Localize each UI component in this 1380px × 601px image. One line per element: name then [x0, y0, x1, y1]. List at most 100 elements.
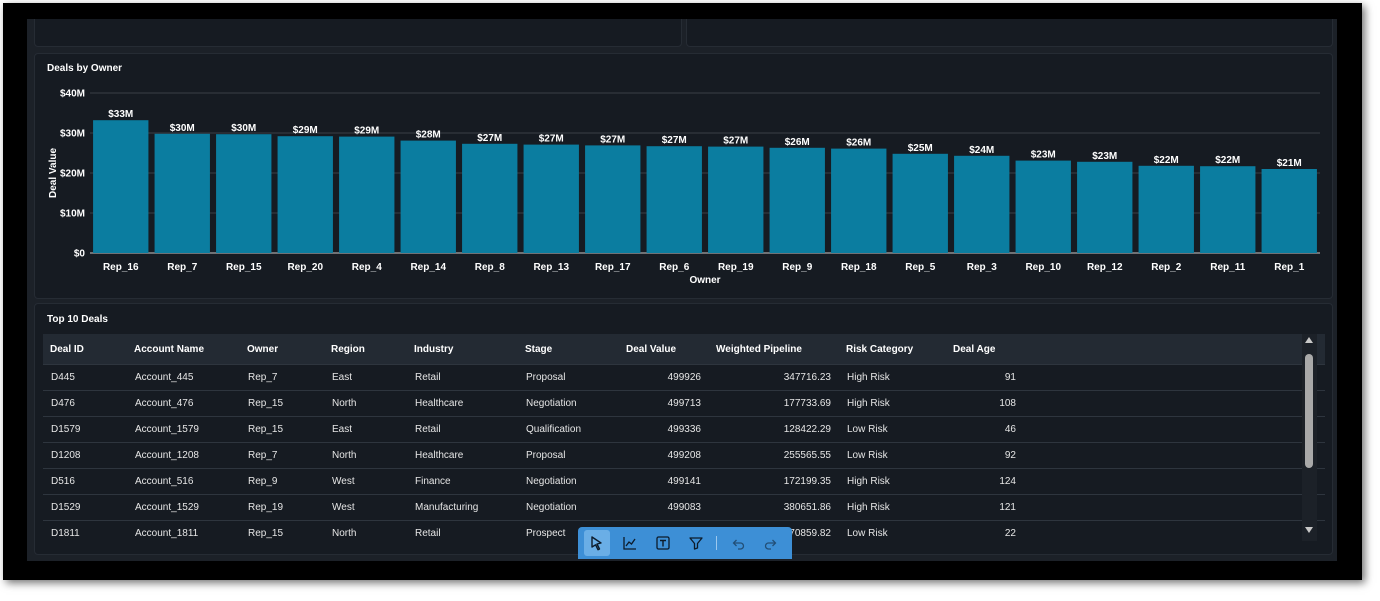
- table-body: D445 Account_445 Rep_7 East Retail Proposal 49…: [43, 364, 1325, 541]
- column-header[interactable]: Weighted Pipeline: [709, 334, 839, 365]
- table-cell: 380651.86: [709, 494, 839, 521]
- scroll-thumb[interactable]: [1305, 354, 1313, 468]
- column-header[interactable]: Deal Value: [619, 334, 709, 365]
- y-tick-label: $40M: [60, 89, 85, 100]
- table-row[interactable]: D476 Account_476 Rep_15 North Healthcare Nego…: [43, 390, 1325, 417]
- column-header[interactable]: Owner: [240, 334, 324, 365]
- table-cell: D1529: [43, 494, 127, 521]
- bar: [1200, 166, 1256, 253]
- table-cell: D1579: [43, 416, 127, 443]
- chart-tool-button[interactable]: [617, 530, 643, 556]
- bar: [1138, 165, 1194, 253]
- table-cell: Qualification: [518, 416, 619, 443]
- select-tool-button[interactable]: [584, 530, 610, 556]
- table-cell: North: [324, 390, 407, 417]
- scroll-up-arrow-icon[interactable]: [1305, 337, 1313, 343]
- bar: [462, 143, 518, 253]
- table-cell: 92: [946, 442, 1024, 469]
- table-cell: Rep_7: [240, 442, 324, 469]
- column-header[interactable]: Region: [324, 334, 407, 365]
- column-header[interactable]: Industry: [407, 334, 518, 365]
- x-tick-label: Rep_10: [1025, 262, 1061, 273]
- table-cell: Account_445: [127, 364, 240, 391]
- deals-by-owner-chart: $0 $10M $20M $30M $40M $33M Rep_16 $30M Rep_7 $30…: [48, 89, 1320, 286]
- bar: [1077, 161, 1133, 253]
- toolbar-separator: [716, 536, 717, 550]
- data-label: $24M: [969, 145, 994, 156]
- filter-tool-button[interactable]: [683, 530, 709, 556]
- table-cell: Low Risk: [839, 442, 946, 469]
- table-cell: Healthcare: [407, 442, 518, 469]
- y-tick-label: $10M: [60, 209, 85, 220]
- column-header[interactable]: Deal ID: [43, 334, 127, 365]
- data-label: $27M: [600, 134, 625, 145]
- data-label: $27M: [723, 136, 748, 147]
- bar: [93, 120, 149, 253]
- x-tick-label: Rep_12: [1087, 262, 1123, 273]
- table-row[interactable]: D516 Account_516 Rep_9 West Finance Negotiati…: [43, 468, 1325, 495]
- table-cell: 22: [946, 520, 1024, 541]
- table-cell: North: [324, 520, 407, 541]
- data-label: $25M: [908, 143, 933, 154]
- data-label: $30M: [170, 123, 195, 134]
- redo-button[interactable]: [758, 530, 784, 556]
- bar: [277, 136, 333, 253]
- data-label: $30M: [231, 123, 256, 134]
- table-cell: Account_516: [127, 468, 240, 495]
- table-cell: West: [324, 494, 407, 521]
- table-cell: 124: [946, 468, 1024, 495]
- x-tick-label: Rep_7: [167, 262, 197, 273]
- x-tick-label: Rep_2: [1151, 262, 1181, 273]
- table-cell: Proposal: [518, 442, 619, 469]
- x-tick-label: Rep_19: [718, 262, 754, 273]
- scroll-down-arrow-icon[interactable]: [1305, 527, 1313, 533]
- table-cell: 91: [946, 364, 1024, 391]
- top-deals-panel: Top 10 Deals Deal ID Account Name Owner …: [34, 303, 1333, 555]
- table-cell: North: [324, 442, 407, 469]
- table-row[interactable]: D1579 Account_1579 Rep_15 East Retail Qualifi…: [43, 416, 1325, 443]
- data-label: $29M: [293, 125, 318, 136]
- table-row[interactable]: D1529 Account_1529 Rep_19 West Manufacturing…: [43, 494, 1325, 521]
- column-header[interactable]: Risk Category: [839, 334, 946, 365]
- table-row[interactable]: D445 Account_445 Rep_7 East Retail Proposal 49…: [43, 364, 1325, 391]
- x-axis-title: Owner: [689, 275, 720, 286]
- table-scroll-area[interactable]: Deal ID Account Name Owner Region Indust…: [43, 334, 1325, 541]
- line-chart-icon: [623, 537, 636, 550]
- x-tick-label: Rep_20: [287, 262, 323, 273]
- deals-by-owner-panel: Deals by Owner $0 $10M $20M $30M $40M $33M Rep…: [34, 53, 1333, 299]
- bar: [339, 136, 395, 253]
- column-header[interactable]: Deal Age: [946, 334, 1024, 365]
- table-cell: D516: [43, 468, 127, 495]
- filter-icon: [689, 537, 703, 550]
- table-cell: Negotiation: [518, 468, 619, 495]
- table-cell: High Risk: [839, 364, 946, 391]
- table-cell: High Risk: [839, 494, 946, 521]
- column-header[interactable]: Account Name: [127, 334, 240, 365]
- x-tick-label: Rep_16: [103, 262, 139, 273]
- table-cell: Account_1208: [127, 442, 240, 469]
- bar: [769, 147, 825, 253]
- table-cell: Finance: [407, 468, 518, 495]
- undo-button[interactable]: [725, 530, 751, 556]
- table-cell: High Risk: [839, 390, 946, 417]
- table-cell: Negotiation: [518, 494, 619, 521]
- vertical-scrollbar[interactable]: [1302, 334, 1317, 541]
- table-cell: Rep_19: [240, 494, 324, 521]
- data-label: $27M: [539, 134, 564, 145]
- x-tick-label: Rep_11: [1210, 262, 1245, 273]
- table-cell: Retail: [407, 416, 518, 443]
- x-tick-label: Rep_8: [475, 262, 505, 273]
- bar: [400, 140, 456, 253]
- y-tick-label: $0: [74, 249, 86, 260]
- table-row[interactable]: D1208 Account_1208 Rep_7 North Healthcare Pro…: [43, 442, 1325, 469]
- chart-title: Deals by Owner: [47, 63, 123, 74]
- table-cell: Retail: [407, 364, 518, 391]
- table-cell: 46: [946, 416, 1024, 443]
- table-cell-filler: [1024, 468, 1325, 495]
- table-cell: 499208: [619, 442, 709, 469]
- x-tick-label: Rep_17: [595, 262, 631, 273]
- text-tool-button[interactable]: [650, 530, 676, 556]
- table-cell: Low Risk: [839, 416, 946, 443]
- column-header[interactable]: Stage: [518, 334, 619, 365]
- table-cell-filler: [1024, 390, 1325, 417]
